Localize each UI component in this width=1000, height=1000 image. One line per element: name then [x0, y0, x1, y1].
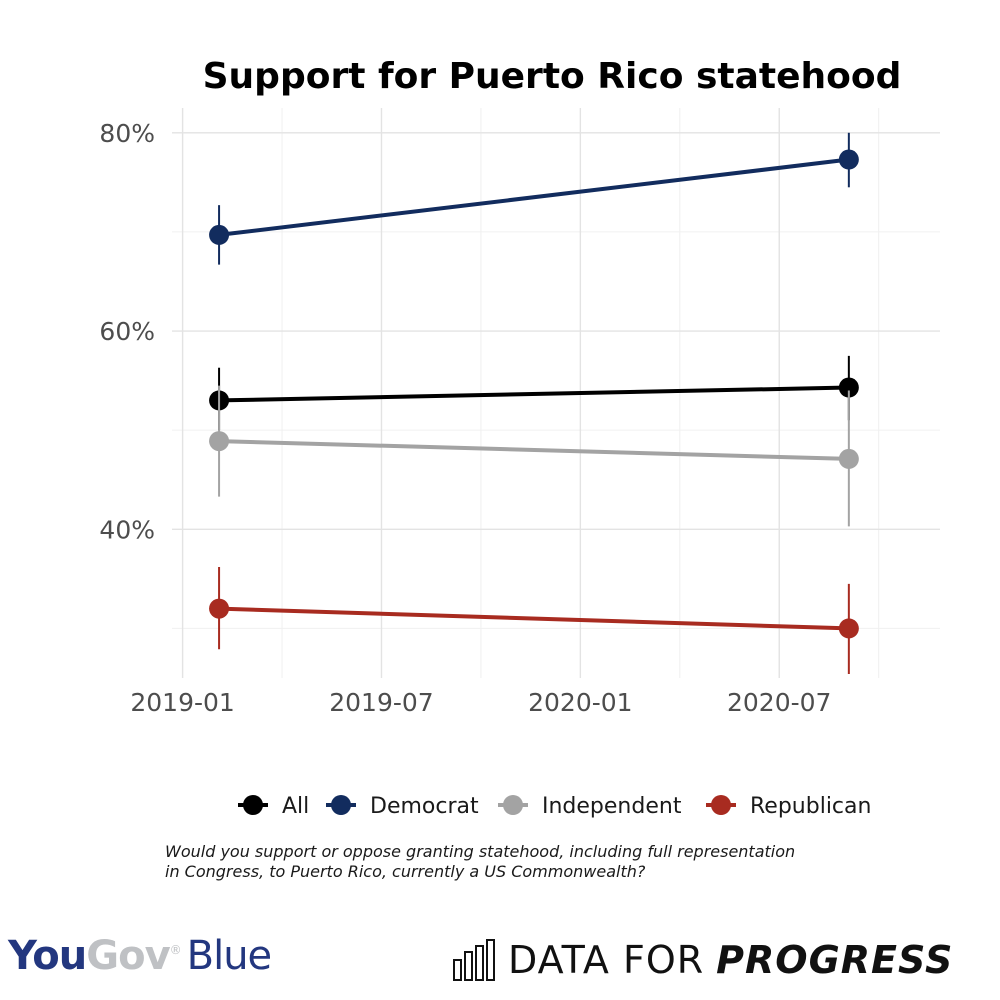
legend-label-republican: Republican [750, 794, 871, 819]
bar-chart-icon [453, 939, 495, 981]
caption-line-2: in Congress, to Puerto Rico, currently a… [165, 862, 646, 881]
legend-label-independent: Independent [542, 794, 682, 819]
legend-item-all: All [238, 794, 309, 819]
x-tick-label: 2019-01 [130, 688, 234, 717]
yougov-logo-blue: Blue [186, 933, 273, 979]
dfp-logo-text-progress: PROGRESS [716, 938, 954, 982]
question-caption: Would you support or oppose granting sta… [165, 842, 865, 882]
chart-title: Support for Puerto Rico statehood [203, 56, 902, 97]
y-tick-label: 60% [99, 317, 155, 346]
legend: All Democrat Independent Republican [238, 794, 871, 819]
legend-item-democrat: Democrat [326, 794, 479, 819]
series-independent [209, 385, 859, 527]
dfp-logo-text-data-for: DATA FOR [508, 938, 705, 982]
series-all [209, 355, 859, 431]
series-line-independent [219, 439, 849, 461]
data-point-republican [838, 618, 859, 639]
yougov-logo-you: You [8, 933, 87, 979]
series-line-republican [219, 606, 849, 631]
legend-label-all: All [282, 794, 309, 819]
legend-key-dot-all [243, 795, 263, 815]
y-tick-label: 40% [99, 515, 155, 544]
legend-item-republican: Republican [706, 794, 871, 819]
data-point-independent [209, 431, 230, 452]
series-democrat [209, 132, 859, 265]
series-line-all [219, 385, 849, 403]
yougov-blue-logo: YouGov® Blue [8, 928, 273, 984]
data-point-democrat [838, 149, 859, 170]
legend-key-dot-republican [711, 795, 731, 815]
data-point-republican [209, 598, 230, 619]
data-point-democrat [209, 224, 230, 245]
caption-line-1: Would you support or oppose granting sta… [165, 842, 796, 861]
data-for-progress-logo: DATA FOR PROGRESS [452, 936, 953, 984]
legend-key-dot-independent [503, 795, 523, 815]
x-tick-label: 2019-07 [329, 688, 433, 717]
series-layer [209, 132, 859, 675]
yougov-logo-gov: Gov [86, 933, 170, 979]
series-republican [209, 566, 859, 675]
legend-item-independent: Independent [498, 794, 682, 819]
y-axis-ticks: 40% 60% 80% [99, 119, 155, 545]
legend-label-democrat: Democrat [370, 794, 479, 819]
x-tick-label: 2020-01 [528, 688, 632, 717]
data-point-independent [838, 448, 859, 469]
x-tick-label: 2020-07 [727, 688, 831, 717]
x-axis-ticks: 2019-01 2019-07 2020-01 2020-07 [130, 688, 831, 717]
legend-key-dot-democrat [331, 795, 351, 815]
yougov-logo-registered: ® [169, 943, 182, 957]
y-tick-label: 80% [99, 119, 155, 148]
data-point-all [838, 377, 859, 398]
series-line-democrat [218, 157, 850, 237]
